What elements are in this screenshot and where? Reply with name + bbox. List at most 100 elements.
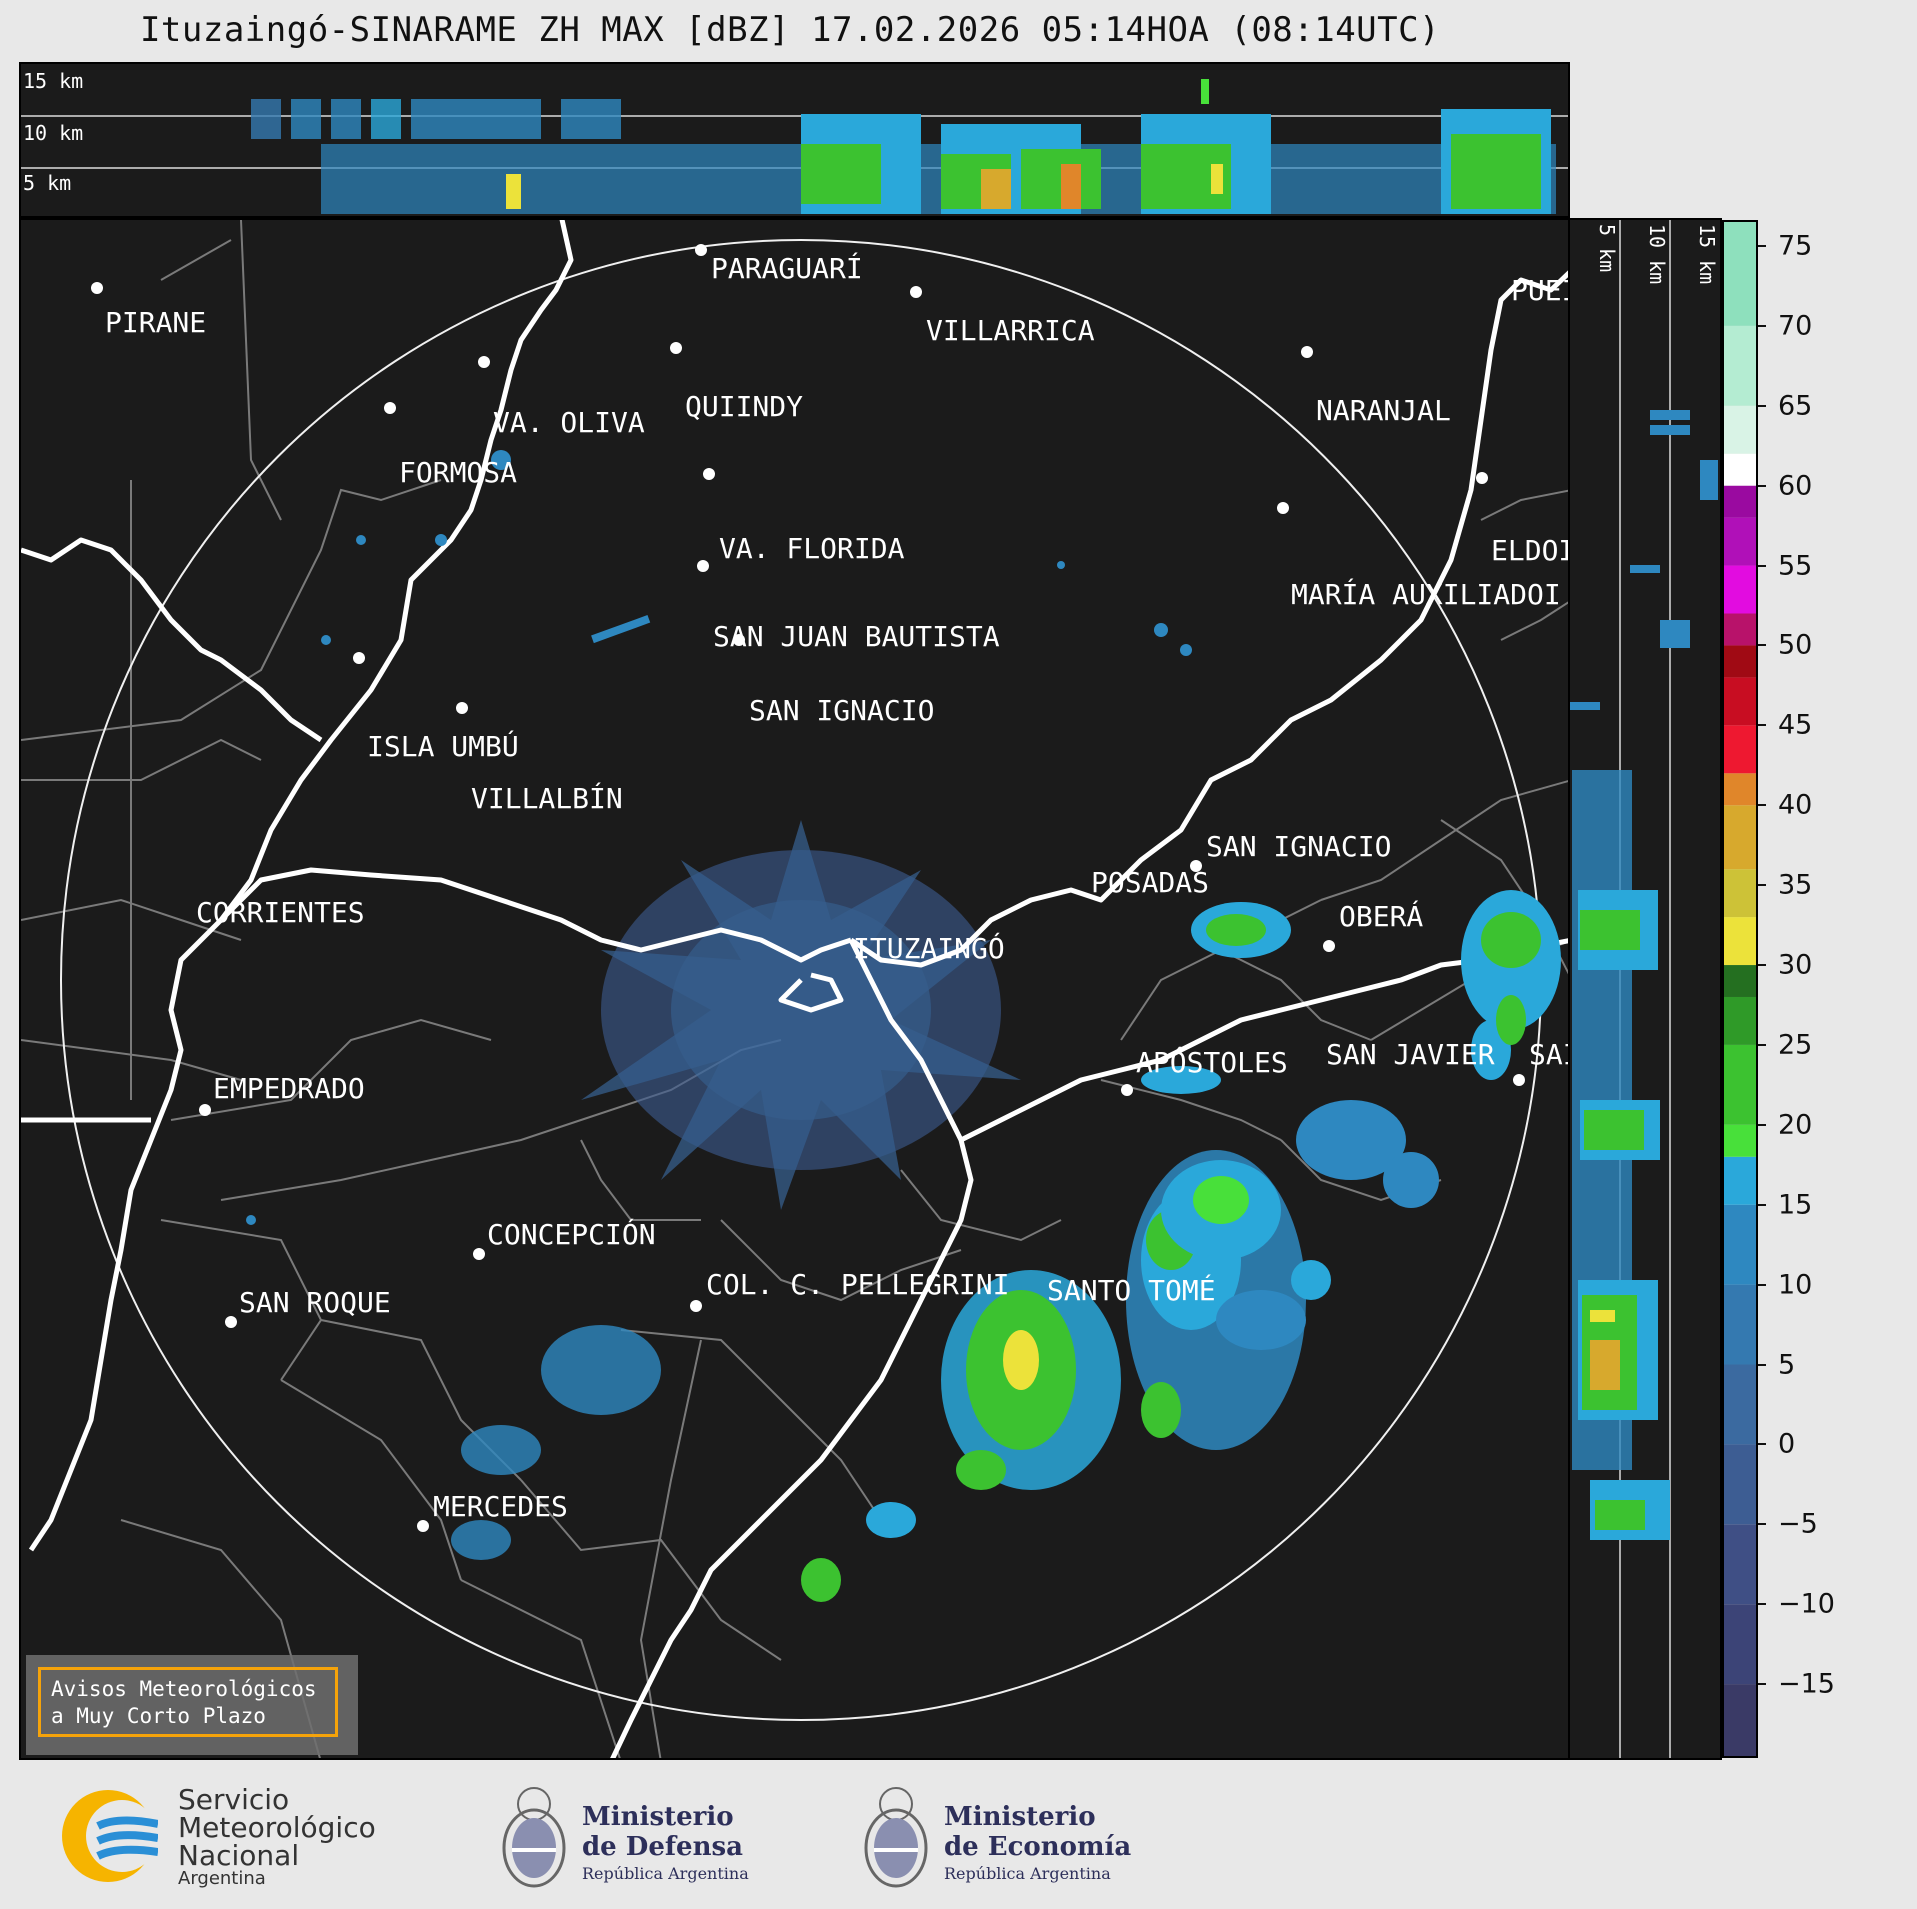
colorbar-band-14 <box>1724 805 1756 870</box>
colorbar-tick-label: 30 <box>1778 949 1813 981</box>
colorbar-band-6 <box>1724 1204 1756 1285</box>
argentine-shield-icon <box>864 1787 928 1888</box>
label-15km: 15 km <box>23 69 83 93</box>
colorbar-tick-mark <box>1758 1443 1766 1446</box>
colorbar-tick-mark <box>1758 644 1766 647</box>
colorbar-tick-mark <box>1758 1683 1766 1686</box>
city-va-florida: VA. FLORIDA <box>719 532 905 565</box>
colorbar-tick-mark <box>1758 964 1766 967</box>
colorbar-band-9 <box>1724 1044 1756 1125</box>
colorbar-band-0 <box>1724 1684 1756 1756</box>
colorbar-tick-label: 5 <box>1778 1349 1796 1380</box>
colorbar-band-13 <box>1724 869 1756 918</box>
colorbar-band-22 <box>1724 485 1756 518</box>
colorbar-tick-label: 70 <box>1778 310 1813 342</box>
colorbar-band-15 <box>1724 773 1756 806</box>
colorbar-tick-label: −5 <box>1778 1508 1818 1540</box>
city-posadas: POSADAS <box>1091 866 1209 899</box>
colorbar-tick-label: 65 <box>1778 390 1813 422</box>
city-obera: OBERÁ <box>1339 899 1423 933</box>
city-pirane: PIRANE <box>105 306 206 339</box>
city-labels: PARAGUARÍ VILLARRICA PIRANE QUIINDY VA. … <box>105 251 1570 1523</box>
colorbar-band-26 <box>1724 222 1756 326</box>
colorbar-band-4 <box>1724 1364 1756 1445</box>
colorbar-tick-label: 10 <box>1778 1269 1813 1301</box>
city-empedrado: EMPEDRADO <box>213 1072 365 1105</box>
right-height-labels: 5 km 10 km 15 km <box>1595 224 1719 284</box>
colorbar-band-10 <box>1724 996 1756 1045</box>
colorbar-tick-mark <box>1758 404 1766 407</box>
colorbar-tick-label: 50 <box>1778 629 1813 661</box>
city-san-javier: SAN JAVIER <box>1326 1038 1495 1071</box>
right-cross-section-panel: 5 km 10 km 15 km <box>1570 218 1722 1760</box>
city-isla-umbu: ISLA UMBÚ <box>367 729 519 763</box>
argentine-shield-icon <box>502 1787 566 1888</box>
city-villalbin: VILLALBÍN <box>471 781 623 815</box>
colorbar-band-19 <box>1724 613 1756 646</box>
city-santo-tome: SANTO TOMÉ <box>1047 1273 1216 1307</box>
colorbar-band-11 <box>1724 965 1756 997</box>
city-markers <box>91 244 1525 1532</box>
city-maria-auxiliadora: MARÍA AUXILIADOI <box>1291 577 1561 611</box>
city-concepcion: CONCEPCIÓN <box>487 1217 656 1251</box>
city-san-ignacio-ar: SAN IGNACIO <box>1206 830 1391 863</box>
label-5km: 5 km <box>23 171 71 195</box>
colorbar-band-18 <box>1724 645 1756 678</box>
right-label-5km: 5 km <box>1595 224 1619 272</box>
right-label-10km: 10 km <box>1645 224 1669 284</box>
radar-map[interactable]: PARAGUARÍ VILLARRICA PIRANE QUIINDY VA. … <box>19 218 1570 1760</box>
smn-line3: Nacional <box>178 1839 300 1872</box>
city-quiindy: QUIINDY <box>685 390 803 423</box>
colorbar-tick-mark <box>1758 884 1766 887</box>
colorbar-tick-label: 55 <box>1778 550 1813 582</box>
radar-clutter <box>581 820 1021 1210</box>
city-paraguari: PARAGUARÍ <box>711 251 863 285</box>
colorbar-tick-label: 35 <box>1778 869 1813 901</box>
right-label-15km: 15 km <box>1695 224 1719 284</box>
colorbar-tick-label: 20 <box>1778 1109 1813 1141</box>
colorbar-tick-mark <box>1758 1203 1766 1206</box>
colorbar-tick-mark <box>1758 324 1766 327</box>
colorbar-band-5 <box>1724 1284 1756 1365</box>
smn-line1: Servicio <box>178 1783 290 1816</box>
colorbar-tick-mark <box>1758 804 1766 807</box>
colorbar-tick-mark <box>1758 1363 1766 1366</box>
colorbar-tick-mark <box>1758 244 1766 247</box>
colorbar-band-16 <box>1724 725 1756 774</box>
city-corrientes: CORRIENTES <box>196 896 365 929</box>
rivers-and-borders <box>21 220 1568 1758</box>
colorbar-tick-mark <box>1758 1283 1766 1286</box>
colorbar-band-3 <box>1724 1444 1756 1525</box>
colorbar-band-8 <box>1724 1124 1756 1157</box>
city-san-ignacio-py: SAN IGNACIO <box>749 694 934 727</box>
colorbar-tick-mark <box>1758 484 1766 487</box>
colorbar-tick-label: 60 <box>1778 470 1813 502</box>
city-san-roque: SAN ROQUE <box>239 1286 391 1319</box>
colorbar-tick-mark <box>1758 1603 1766 1606</box>
colorbar-tick-mark <box>1758 1523 1766 1526</box>
colorbar-tick-label: −10 <box>1778 1588 1835 1620</box>
city-apostoles: APÓSTOLES <box>1136 1045 1288 1079</box>
map-title: Ituzaingó-SINARAME ZH MAX [dBZ] 17.02.20… <box>139 10 1441 50</box>
city-ituzaingo: ITUZAINGÓ <box>853 931 1005 965</box>
dbz-colorbar <box>1722 220 1758 1758</box>
city-sai: SAI <box>1529 1038 1570 1071</box>
colorbar-tick-label: 40 <box>1778 789 1813 821</box>
colorbar-band-24 <box>1724 405 1756 454</box>
colorbar-band-21 <box>1724 517 1756 566</box>
warning-box-frame[interactable]: Avisos Meteorológicos a Muy Corto Plazo <box>38 1667 338 1737</box>
label-10km: 10 km <box>23 121 83 145</box>
colorbar-tick-mark <box>1758 1123 1766 1126</box>
smn-line4: Argentina <box>178 1868 266 1889</box>
smn-logo-icon <box>62 1790 158 1882</box>
colorbar-tick-label: 75 <box>1778 230 1813 262</box>
warning-box[interactable]: Avisos Meteorológicos a Muy Corto Plazo <box>26 1655 358 1755</box>
defensa-line2: de Defensa <box>582 1832 743 1862</box>
colorbar-band-1 <box>1724 1604 1756 1685</box>
defensa-line3: República Argentina <box>582 1864 749 1883</box>
economia-line3: República Argentina <box>944 1864 1111 1883</box>
economia-line2: de Economía <box>944 1832 1132 1862</box>
city-col-c-pellegrini: COL. C. PELLEGRINI <box>706 1268 1009 1301</box>
colorbar-band-23 <box>1724 453 1756 486</box>
colorbar-tick-mark <box>1758 1043 1766 1046</box>
